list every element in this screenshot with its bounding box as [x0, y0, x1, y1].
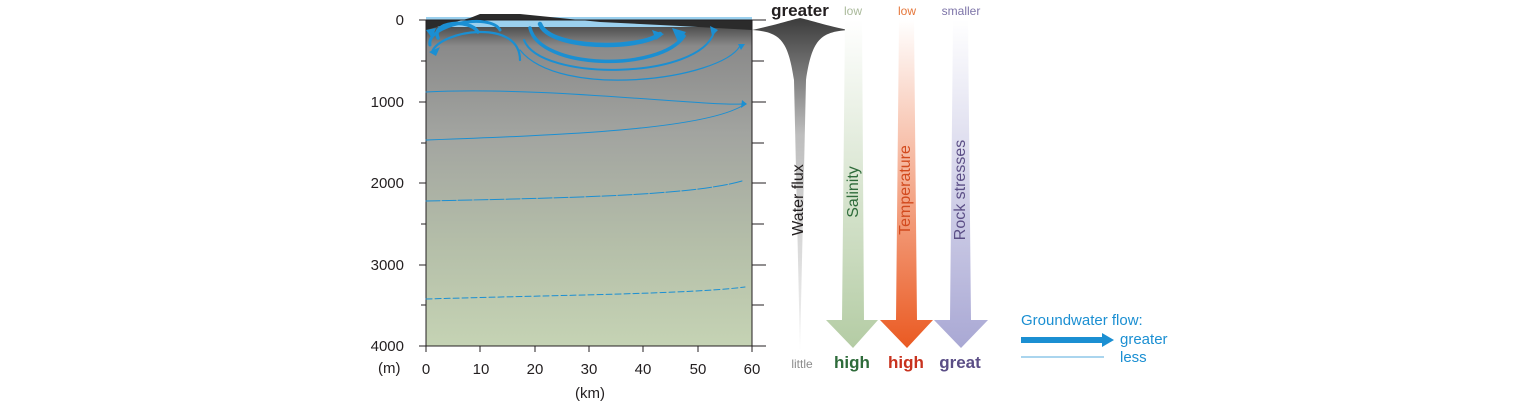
legend-greater-arrow [1021, 333, 1114, 347]
water-flux-shape [752, 18, 848, 350]
x-tick-0: 0 [422, 361, 430, 378]
temperature-top-label: low [898, 4, 916, 18]
salinity-arrow [826, 20, 878, 348]
legend-title: Groundwater flow: [1021, 312, 1143, 329]
y-tick-0: 0 [396, 12, 404, 29]
y-tick-3000: 3000 [371, 257, 404, 274]
flow-line-1000 [425, 90, 743, 105]
temperature-name: Temperature [897, 145, 914, 235]
flow-line-shallow-2 [428, 20, 502, 47]
x-tick-50: 50 [690, 361, 707, 378]
legend-less-label: less [1120, 349, 1147, 366]
flow-line-shallow-5 [528, 26, 686, 64]
x-axis [425, 346, 753, 352]
indicator-water-flux: greater little Water flux [752, 1, 848, 371]
rock-stresses-name: Rock stresses [952, 140, 969, 240]
temperature-bottom-label: high [888, 353, 924, 372]
x-tick-20: 20 [527, 361, 544, 378]
flow-lines [425, 20, 746, 300]
y-axis-unit: (m) [378, 360, 401, 377]
indicator-rock-stresses: smaller great Rock stresses [934, 4, 988, 372]
indicator-salinity: low high Salinity [826, 4, 878, 372]
temperature-arrow [880, 20, 933, 348]
flow-line-shallow-4 [537, 21, 663, 48]
salinity-bottom-label: high [834, 353, 870, 372]
cross-section [426, 20, 752, 346]
y-axis [419, 19, 766, 347]
flow-line-mid [519, 45, 741, 81]
flow-line-2200 [425, 180, 743, 202]
rock-stresses-top-label: smaller [942, 4, 981, 18]
indicator-temperature: low high Temperature [880, 4, 933, 372]
y-tick-4000: 4000 [371, 338, 404, 355]
surface-water [426, 17, 752, 27]
rock-stresses-arrow [934, 20, 988, 348]
flow-line-3400 [425, 286, 746, 300]
x-tick-40: 40 [635, 361, 652, 378]
flow-arrowheads [426, 26, 747, 108]
y-tick-2000: 2000 [371, 175, 404, 192]
x-tick-60: 60 [744, 361, 761, 378]
flow-legend: Groundwater flow: greater less [1021, 312, 1168, 366]
y-tick-1000: 1000 [371, 94, 404, 111]
rock-stresses-bottom-label: great [939, 353, 981, 372]
x-axis-unit: (km) [575, 385, 605, 402]
water-flux-name: Water flux [790, 164, 807, 235]
x-tick-30: 30 [581, 361, 598, 378]
flow-line-shallow-6 [523, 31, 715, 71]
flow-line-1500 [425, 105, 743, 141]
terrain-ridge [426, 14, 752, 30]
salinity-name: Salinity [845, 166, 862, 218]
salinity-top-label: low [844, 4, 862, 18]
water-flux-top-label: greater [771, 1, 829, 20]
water-flux-bottom-label: little [791, 357, 813, 371]
x-tick-10: 10 [473, 361, 490, 378]
legend-greater-label: greater [1120, 331, 1168, 348]
flow-line-shallow-3 [430, 30, 522, 62]
